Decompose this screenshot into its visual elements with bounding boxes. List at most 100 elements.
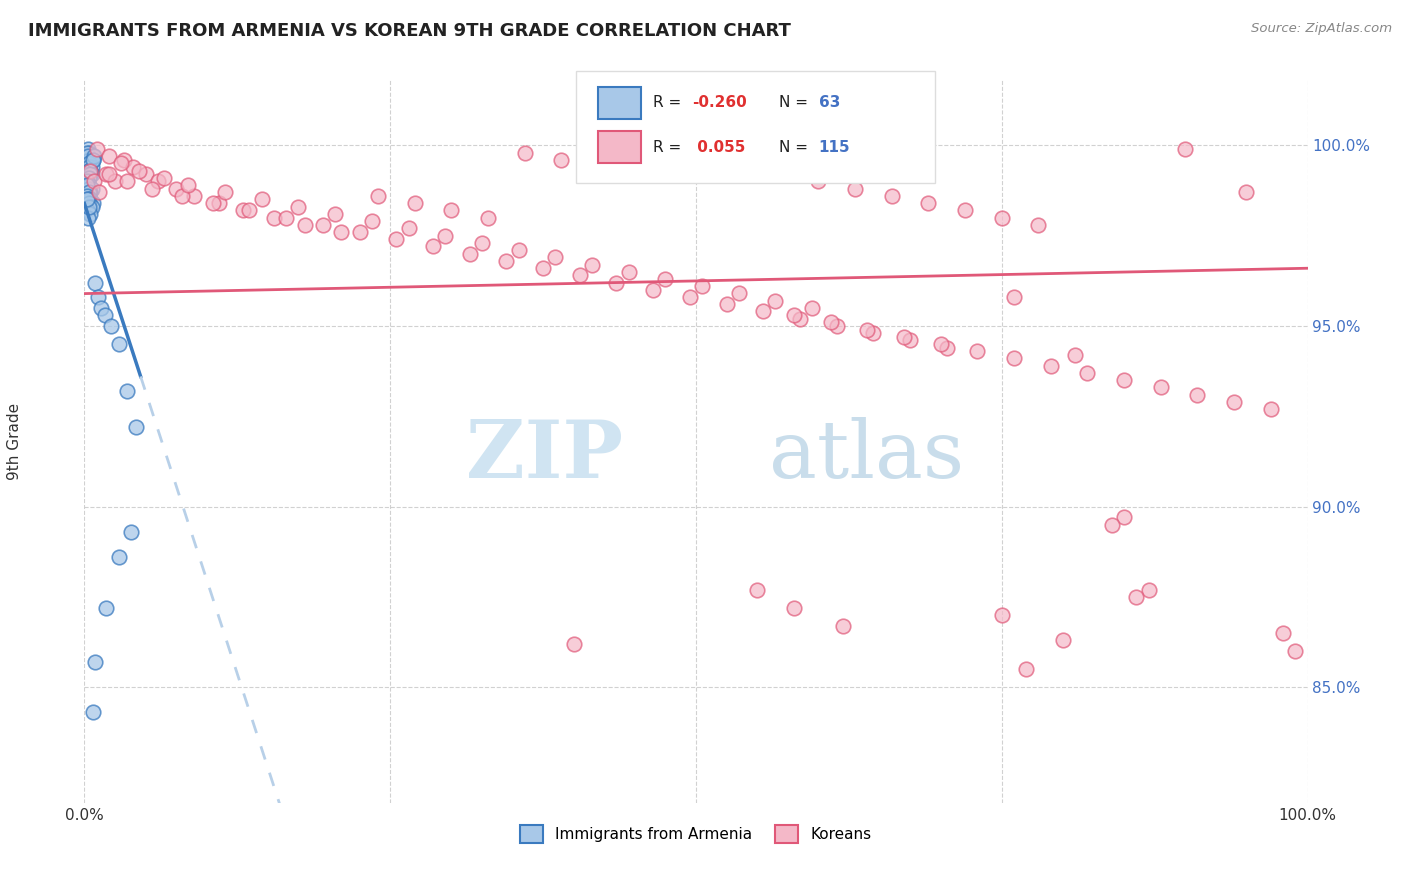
Point [77,186,100,200]
Point [966,344,988,359]
Point [77,163,100,178]
Point [531,261,554,276]
Point [893,330,915,344]
Point [165,182,187,196]
Point [214,186,236,200]
Text: 0.055: 0.055 [692,140,745,154]
Point [1260,402,1282,417]
Point [77,193,100,207]
Point [82,196,104,211]
Point [1064,348,1087,362]
Point [1002,351,1025,366]
Point [115,174,138,188]
Point [495,254,517,268]
Point [727,286,749,301]
Point [107,550,129,565]
Point [831,619,853,633]
Point [568,268,591,283]
Point [1101,517,1123,532]
Text: Source: ZipAtlas.com: Source: ZipAtlas.com [1251,22,1392,36]
Point [77,156,100,170]
Point [789,311,811,326]
Point [82,153,104,167]
Point [263,211,285,225]
Text: atlas: atlas [769,417,965,495]
Point [84,655,107,669]
Point [77,196,100,211]
Point [76,145,98,160]
Point [238,203,260,218]
Point [276,211,298,225]
Point [183,189,205,203]
Point [508,243,530,257]
Point [929,337,952,351]
Point [77,160,100,174]
Point [586,160,609,174]
Point [367,189,389,203]
Point [422,239,444,253]
Point [1114,373,1136,387]
Point [79,156,101,170]
Point [77,167,100,181]
Text: 63: 63 [818,95,839,110]
Point [477,211,499,225]
Point [287,200,309,214]
Point [935,341,957,355]
Point [79,207,101,221]
Point [323,207,346,221]
Point [86,142,108,156]
Point [1039,359,1062,373]
Point [112,153,135,167]
Point [716,297,738,311]
Point [80,182,103,196]
Point [77,142,100,156]
Point [153,170,176,185]
Point [77,170,100,185]
Point [110,156,132,170]
Point [79,167,101,181]
Point [513,145,536,160]
Point [80,153,103,167]
Point [1137,582,1160,597]
Point [79,163,101,178]
Point [250,193,273,207]
Text: N =: N = [779,95,813,110]
Text: R =: R = [652,95,686,110]
Point [96,600,118,615]
Point [690,279,713,293]
Point [1223,394,1246,409]
Text: 115: 115 [818,140,851,154]
Point [80,200,103,214]
Point [82,149,104,163]
Point [643,283,665,297]
Point [120,524,142,539]
Point [77,211,100,225]
Point [471,235,494,250]
Point [76,174,98,188]
Point [434,228,457,243]
Point [825,318,848,333]
Point [97,149,120,163]
Point [991,607,1014,622]
Point [76,193,98,207]
Point [581,258,603,272]
Point [1272,626,1295,640]
Point [87,290,110,304]
Point [122,160,145,174]
Point [820,315,842,329]
Point [76,174,98,188]
Point [77,170,100,185]
Point [80,149,103,163]
Point [562,637,585,651]
Point [79,149,101,163]
Point [1125,590,1147,604]
Point [869,120,891,135]
Point [177,178,200,192]
Point [783,308,806,322]
Point [79,167,101,181]
Point [1052,633,1074,648]
Point [77,160,100,174]
Point [107,337,129,351]
Point [83,174,105,188]
Legend: Immigrants from Armenia, Koreans: Immigrants from Armenia, Koreans [515,819,877,849]
